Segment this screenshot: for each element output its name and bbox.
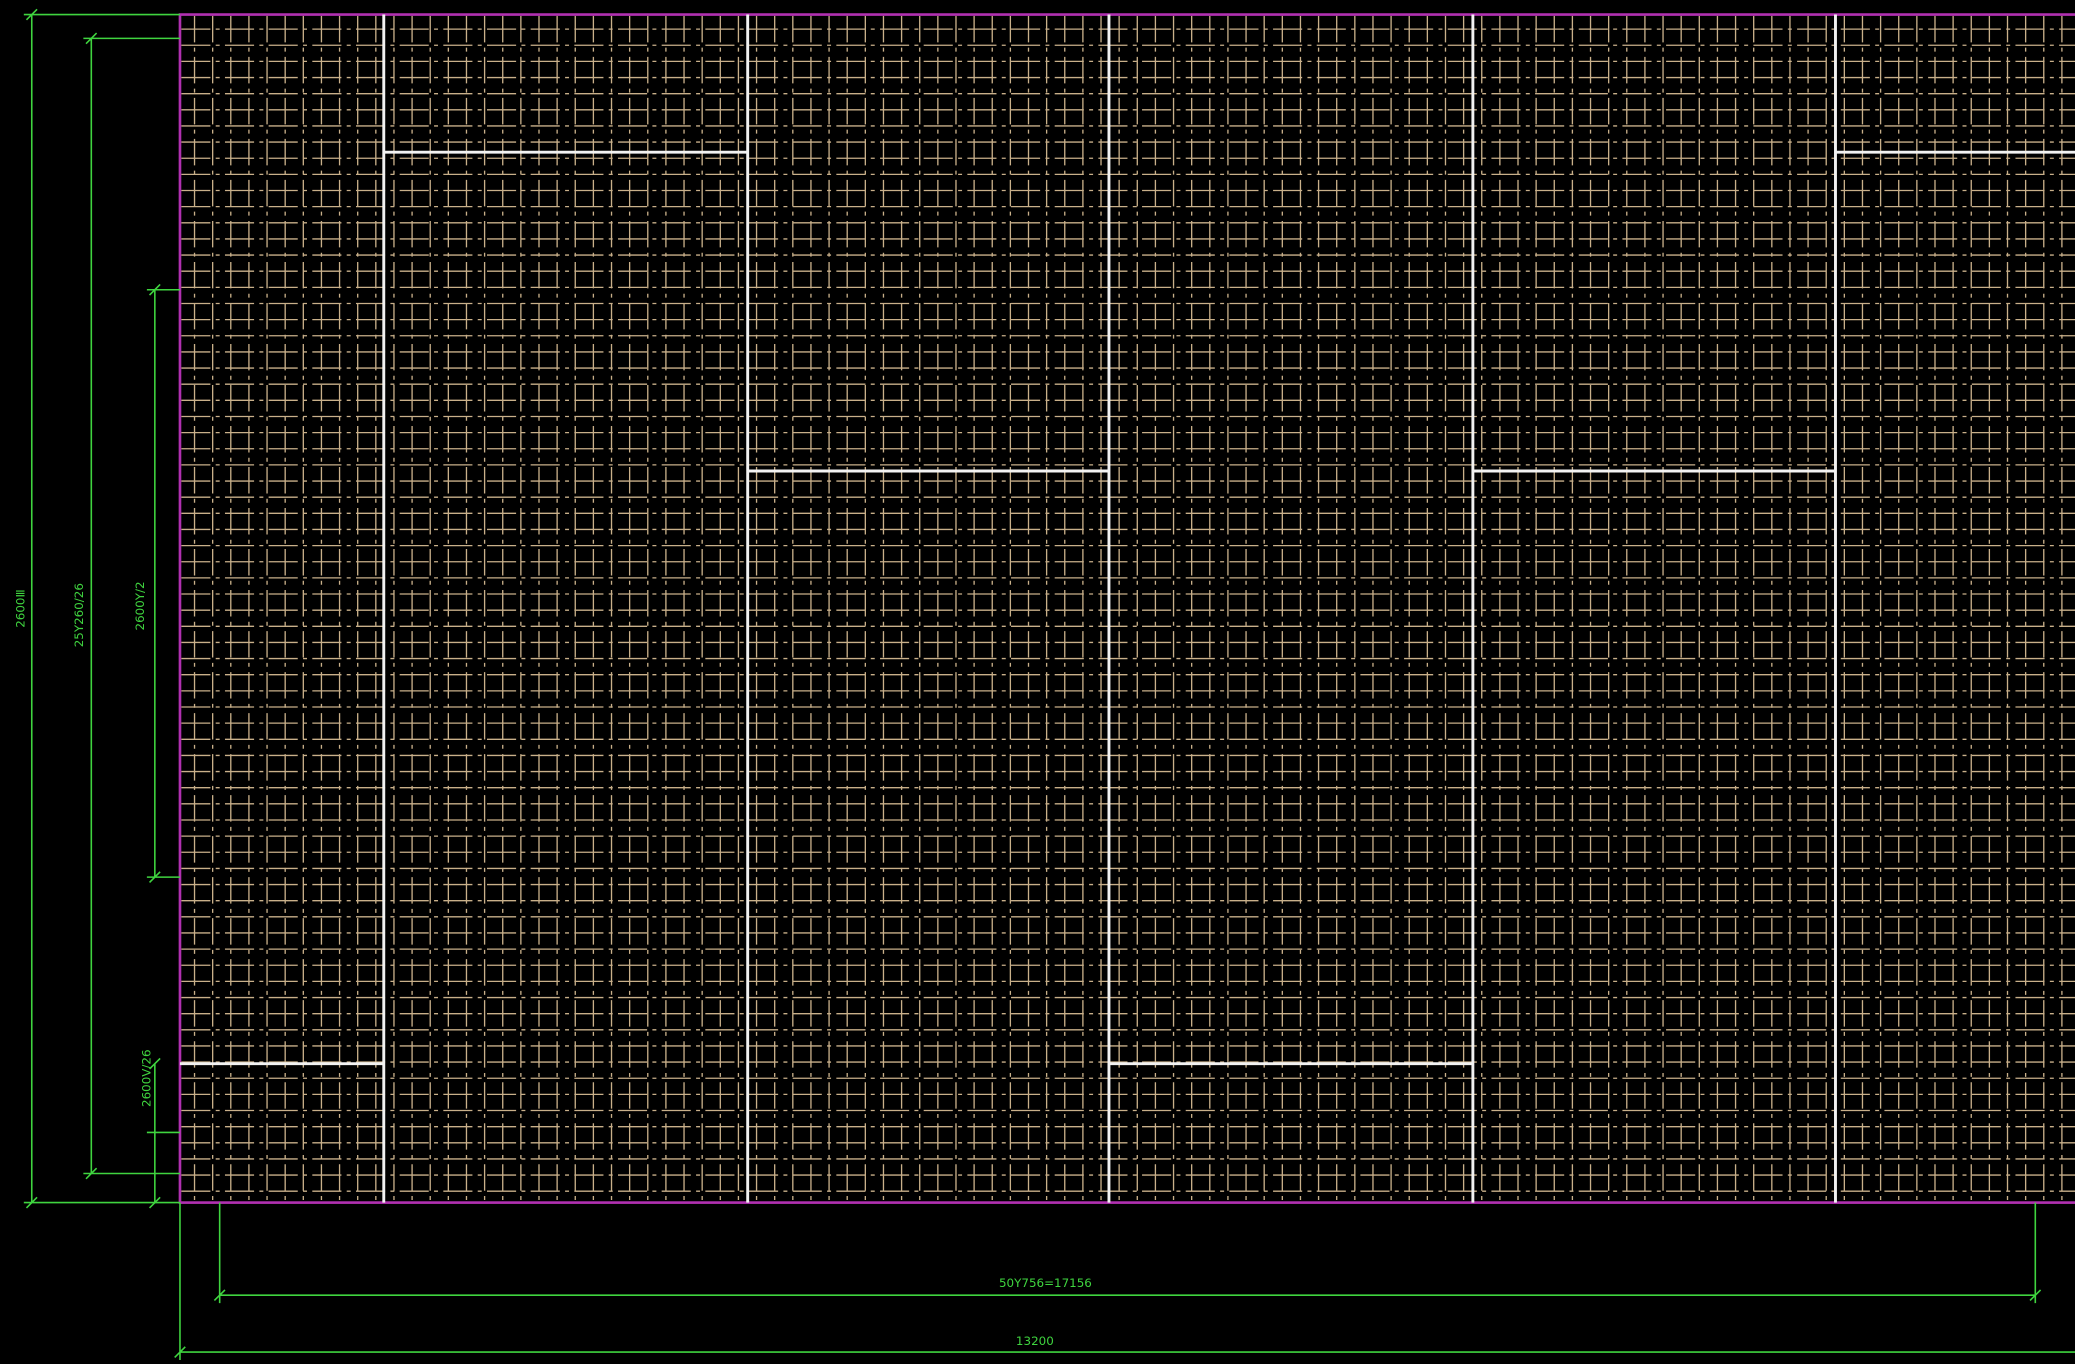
dimension-label: 2600V/26 (139, 1049, 153, 1107)
dimension-label: 2600Y/2 (133, 581, 147, 630)
dimension-label: 2600Ⅲ (14, 589, 28, 627)
dimension-label: 13200 (1016, 1334, 1054, 1348)
dimension-label: 50Y756=17156 (999, 1276, 1092, 1290)
cad-drawing: 2600Ⅲ 25Y260/26 2600Y/2 2600V/26 50Y756=… (0, 0, 2075, 1364)
dimension-label: 25Y260/26 (72, 583, 86, 647)
